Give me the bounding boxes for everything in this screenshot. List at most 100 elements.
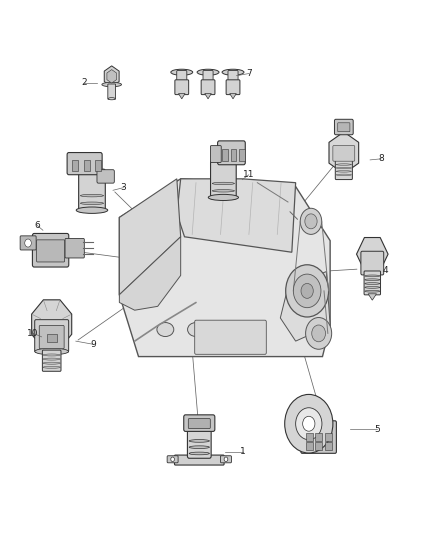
FancyBboxPatch shape: [167, 456, 178, 463]
Circle shape: [296, 408, 322, 440]
Ellipse shape: [365, 290, 380, 292]
Circle shape: [312, 325, 325, 342]
FancyBboxPatch shape: [211, 160, 236, 199]
FancyBboxPatch shape: [35, 320, 69, 352]
FancyBboxPatch shape: [338, 123, 350, 132]
Ellipse shape: [43, 362, 60, 364]
FancyBboxPatch shape: [174, 455, 224, 465]
Bar: [72, 160, 78, 171]
Ellipse shape: [43, 366, 60, 368]
Ellipse shape: [336, 164, 351, 165]
Ellipse shape: [212, 190, 234, 192]
Circle shape: [306, 318, 332, 349]
FancyBboxPatch shape: [42, 350, 61, 372]
Ellipse shape: [189, 446, 209, 449]
FancyBboxPatch shape: [226, 80, 240, 95]
FancyBboxPatch shape: [228, 70, 238, 83]
Circle shape: [293, 274, 321, 308]
Ellipse shape: [336, 171, 351, 172]
FancyBboxPatch shape: [108, 84, 116, 99]
Ellipse shape: [102, 82, 121, 87]
FancyBboxPatch shape: [65, 239, 84, 258]
Bar: [325, 433, 332, 440]
Ellipse shape: [365, 282, 380, 285]
Circle shape: [303, 416, 315, 431]
Ellipse shape: [43, 358, 60, 360]
Bar: [47, 334, 57, 342]
FancyBboxPatch shape: [301, 421, 336, 453]
Bar: [95, 160, 102, 171]
Text: 11: 11: [243, 171, 254, 179]
Ellipse shape: [365, 275, 380, 277]
Bar: [223, 149, 228, 161]
Circle shape: [25, 239, 32, 247]
Bar: [305, 442, 312, 450]
Polygon shape: [368, 294, 377, 300]
FancyBboxPatch shape: [361, 251, 384, 275]
Circle shape: [224, 457, 228, 462]
Polygon shape: [178, 94, 185, 99]
FancyBboxPatch shape: [67, 152, 102, 175]
FancyBboxPatch shape: [194, 320, 266, 354]
Bar: [315, 433, 322, 440]
FancyBboxPatch shape: [97, 169, 114, 183]
FancyBboxPatch shape: [32, 233, 69, 267]
Ellipse shape: [171, 69, 193, 75]
Text: 9: 9: [90, 340, 96, 349]
FancyBboxPatch shape: [203, 70, 213, 83]
Ellipse shape: [81, 202, 103, 205]
FancyBboxPatch shape: [177, 70, 187, 83]
Ellipse shape: [35, 348, 68, 354]
Polygon shape: [104, 66, 119, 87]
Polygon shape: [119, 179, 330, 357]
FancyBboxPatch shape: [187, 427, 211, 458]
Polygon shape: [177, 179, 296, 252]
Ellipse shape: [76, 207, 108, 213]
FancyBboxPatch shape: [184, 415, 215, 431]
Ellipse shape: [212, 182, 234, 185]
Ellipse shape: [336, 174, 351, 175]
Polygon shape: [357, 238, 388, 271]
Ellipse shape: [108, 98, 115, 100]
Ellipse shape: [208, 195, 238, 200]
Ellipse shape: [189, 452, 209, 455]
Polygon shape: [329, 132, 359, 174]
FancyBboxPatch shape: [210, 146, 221, 163]
FancyBboxPatch shape: [336, 160, 352, 180]
FancyBboxPatch shape: [335, 119, 353, 135]
Bar: [325, 442, 332, 450]
Bar: [231, 149, 237, 161]
Bar: [239, 149, 245, 161]
Text: 6: 6: [34, 221, 40, 230]
Ellipse shape: [157, 322, 174, 336]
Circle shape: [285, 394, 333, 453]
Ellipse shape: [81, 195, 103, 197]
Polygon shape: [32, 300, 72, 349]
Polygon shape: [119, 179, 180, 295]
Text: 4: 4: [383, 266, 388, 275]
Ellipse shape: [43, 354, 60, 356]
Bar: [305, 433, 312, 440]
Polygon shape: [280, 271, 330, 341]
FancyBboxPatch shape: [36, 240, 65, 262]
FancyBboxPatch shape: [175, 80, 189, 95]
Ellipse shape: [365, 279, 380, 280]
Text: 1: 1: [240, 448, 246, 456]
Circle shape: [300, 208, 321, 235]
Ellipse shape: [365, 287, 380, 288]
Bar: [84, 160, 90, 171]
Text: 7: 7: [246, 69, 252, 78]
Ellipse shape: [189, 440, 209, 442]
Circle shape: [301, 284, 313, 298]
FancyBboxPatch shape: [188, 418, 210, 429]
Circle shape: [171, 457, 174, 462]
Polygon shape: [205, 94, 211, 99]
Text: 2: 2: [81, 78, 87, 87]
FancyBboxPatch shape: [201, 80, 215, 95]
Polygon shape: [119, 237, 180, 310]
FancyBboxPatch shape: [20, 236, 36, 250]
FancyBboxPatch shape: [218, 141, 245, 165]
Ellipse shape: [222, 69, 244, 75]
Text: 10: 10: [27, 329, 39, 337]
Text: 3: 3: [120, 183, 127, 192]
